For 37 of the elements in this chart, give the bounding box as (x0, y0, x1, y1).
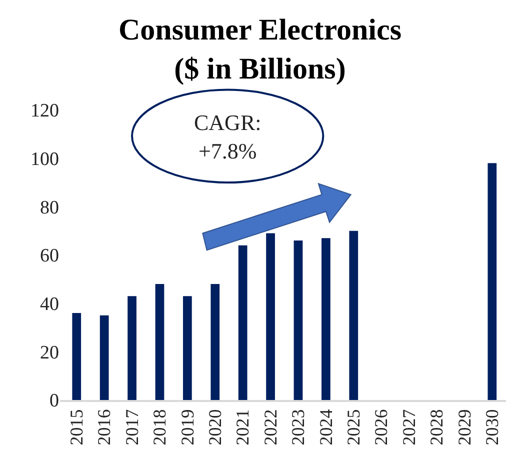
chart-title: Consumer Electronics ($ in Billions) (118, 13, 402, 86)
bar (72, 313, 82, 400)
x-tick-label: 2024 (316, 409, 336, 446)
y-tick-label: 80 (40, 197, 59, 218)
x-tick-label: 2018 (150, 409, 170, 446)
y-tick-label: 60 (40, 246, 59, 267)
x-tick-label: 2017 (122, 409, 142, 446)
bar (266, 233, 275, 400)
bar (183, 296, 192, 400)
annotation: CAGR: +7.8% (194, 110, 262, 164)
y-tick-label: 20 (40, 342, 59, 364)
bar (100, 315, 109, 400)
bar (238, 245, 248, 400)
bar (322, 238, 330, 400)
y-tick-label: 100 (30, 148, 59, 170)
bar (155, 284, 164, 400)
x-tick-label: 2025 (343, 409, 364, 446)
bar (128, 296, 136, 400)
x-tick-label: 2022 (260, 409, 280, 446)
x-tick-label: 2015 (66, 409, 86, 446)
bar (488, 163, 497, 400)
x-tick-label: 2027 (398, 409, 419, 446)
x-tick-label: 2021 (232, 409, 253, 446)
y-tick-label: 0 (50, 390, 59, 412)
x-tick-label: 2020 (204, 409, 225, 446)
bar (294, 240, 303, 400)
x-tick-label: 2030 (482, 409, 502, 446)
bar (349, 230, 358, 400)
bar (210, 284, 220, 400)
y-tick-label: 40 (40, 294, 59, 315)
x-tick-label: 2023 (288, 409, 308, 446)
x-tick-label: 2029 (454, 409, 474, 446)
x-tick-label: 2026 (371, 409, 392, 446)
x-tick-label: 2028 (426, 409, 447, 446)
x-tick-label: 2016 (94, 409, 114, 446)
x-tick-label: 2019 (177, 409, 198, 446)
y-tick-label: 120 (30, 100, 59, 122)
